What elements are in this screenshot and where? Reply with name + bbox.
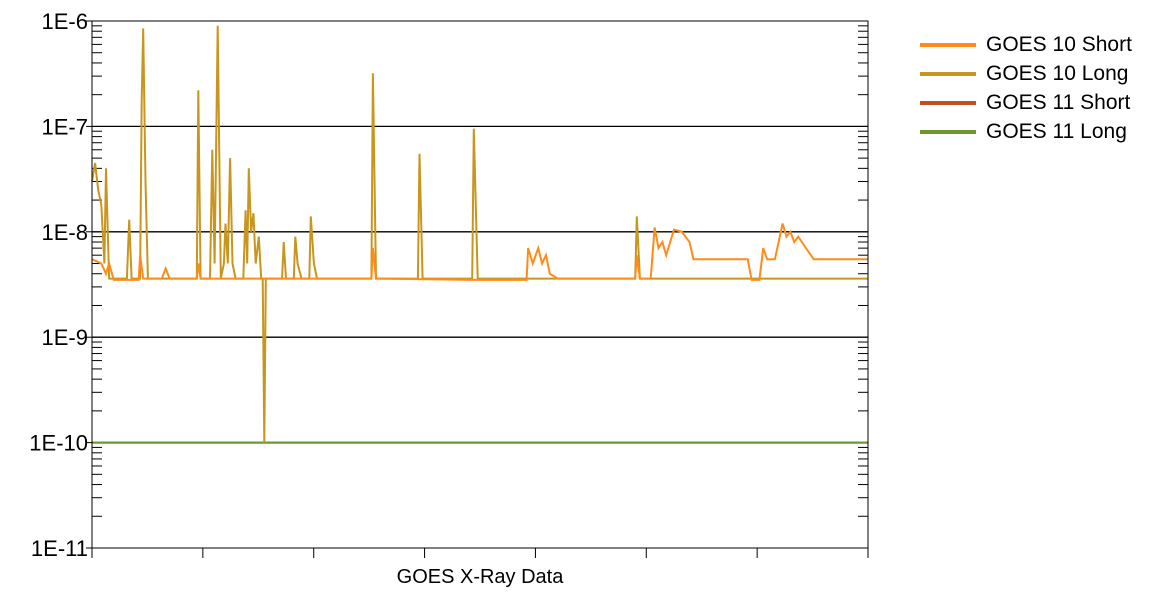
- x-axis-label: GOES X-Ray Data: [397, 566, 565, 588]
- legend-swatch: [920, 71, 976, 76]
- y-tick-label: 1E-6: [42, 9, 88, 34]
- legend-item: GOES 11 Short: [920, 88, 1132, 117]
- legend-label: GOES 11 Long: [986, 119, 1127, 143]
- legend-label: GOES 11 Short: [986, 90, 1131, 114]
- plot-area: [91, 20, 869, 549]
- legend-swatch: [920, 100, 976, 105]
- legend-swatch: [920, 129, 976, 134]
- legend-item: GOES 10 Short: [920, 30, 1132, 59]
- y-tick-label: 1E-11: [31, 536, 88, 561]
- legend-label: GOES 10 Long: [986, 61, 1129, 85]
- legend-label: GOES 10 Short: [986, 32, 1132, 56]
- minor-ticks: [92, 25, 868, 517]
- legend-swatch: [920, 42, 976, 47]
- y-tick-label: 1E-9: [42, 325, 88, 350]
- gridlines: [92, 125, 868, 444]
- series-line-goes-10-long: [91, 25, 868, 443]
- y-tick-label: 1E-7: [42, 114, 88, 139]
- y-tick-label: 1E-8: [42, 220, 88, 245]
- legend-item: GOES 10 Long: [920, 59, 1132, 88]
- series-line-goes-10-short: [91, 223, 868, 281]
- legend: GOES 10 Short GOES 10 Long GOES 11 Short GO…: [920, 30, 1132, 146]
- legend-item: GOES 11 Long: [920, 117, 1132, 146]
- x-axis-ticks: [91, 548, 869, 558]
- series-layer: [91, 25, 868, 444]
- y-axis-tick-labels: 1E-6 1E-7 1E-8 1E-9 1E-10 1E-11: [29, 9, 92, 561]
- y-tick-label: 1E-10: [29, 431, 88, 456]
